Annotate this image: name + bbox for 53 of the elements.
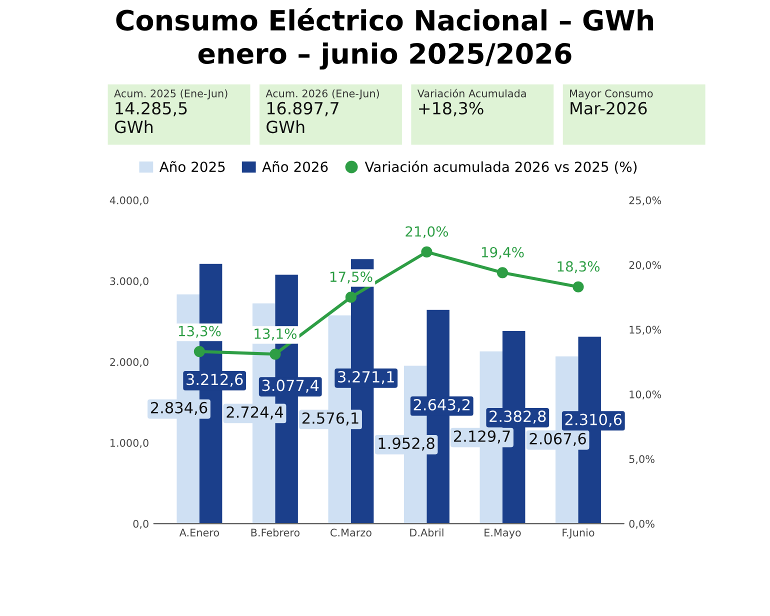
point — [421, 246, 432, 258]
data-label: 3.077,4 — [262, 380, 319, 393]
y2-tick-label: 20,0% — [629, 261, 662, 270]
data-label: 2.576,1 — [302, 412, 358, 426]
point — [270, 348, 281, 360]
data-label: 17,5% — [330, 272, 372, 284]
data-label: 21,0% — [406, 226, 448, 238]
text: 14.285,5 GWh — [114, 102, 187, 134]
data-label: 2.067,6 — [530, 432, 586, 446]
data-label: 2.382,8 — [490, 410, 546, 424]
data-label: 13,3% — [178, 326, 221, 338]
y2-tick-label: 15,0% — [630, 326, 662, 335]
legend-label: Año 2026 — [262, 161, 328, 172]
y-tick-label: 0,0 — [133, 520, 148, 529]
text: Acum. 2025 (Ene-Jun) — [114, 89, 228, 100]
legend-label: Variación acumulada 2026 vs 2025 (%) — [364, 160, 637, 174]
data-label: 2.643,2 — [414, 398, 470, 412]
y-tick-label: 1.000,0 — [110, 438, 148, 448]
x-tick-label: C.Marzo — [330, 528, 372, 537]
legend-label: Año 2025 — [159, 161, 225, 172]
data-label: 2.834,6 — [150, 402, 208, 416]
data-label: 1.952,8 — [378, 438, 434, 451]
data-label: 3.212,6 — [186, 374, 243, 387]
data-label: 18,3% — [558, 261, 600, 274]
point — [194, 346, 206, 358]
data-label: 3.271,1 — [338, 371, 394, 384]
text: 16.897,7 GWh — [266, 102, 338, 134]
y2-tick-label: 5,0% — [629, 455, 654, 464]
y2-tick-label: 25,0% — [629, 196, 662, 206]
data-label: 13,1% — [254, 328, 297, 340]
x-tick-label: B.Febrero — [251, 528, 300, 537]
x-tick-label: E.Mayo — [484, 528, 521, 539]
text: Mayor Consumo — [570, 90, 653, 100]
x-tick-label: F.Junio — [562, 528, 594, 538]
data-label: 19,4% — [482, 246, 524, 259]
x-tick-label: A.Enero — [179, 528, 220, 537]
point — [496, 267, 508, 278]
data-label: 2.129,7 — [454, 430, 510, 444]
y-tick-label: 2.000,0 — [110, 358, 148, 368]
data-label: 2.724,4 — [226, 406, 284, 420]
x-tick-label: D.Abril — [410, 528, 444, 537]
text: +18,3% — [419, 102, 484, 116]
data-label: 2.310,6 — [565, 414, 622, 427]
y-tick-label: 3.000,0 — [110, 277, 148, 286]
text: Variación Acumulada — [417, 88, 526, 98]
point — [345, 292, 357, 303]
point — [572, 281, 584, 292]
text: Mar-2026 — [570, 102, 647, 115]
y2-tick-label: 10,0% — [630, 390, 662, 400]
chart-title: Consumo Eléctrico Nacional – GWh enero – junio 2025/2026 — [116, 8, 653, 70]
y-tick-label: 4.000,0 — [110, 196, 148, 206]
text: Acum. 2026 (Ene-Jun) — [266, 89, 379, 100]
y2-tick-label: 0,0% — [629, 520, 654, 529]
